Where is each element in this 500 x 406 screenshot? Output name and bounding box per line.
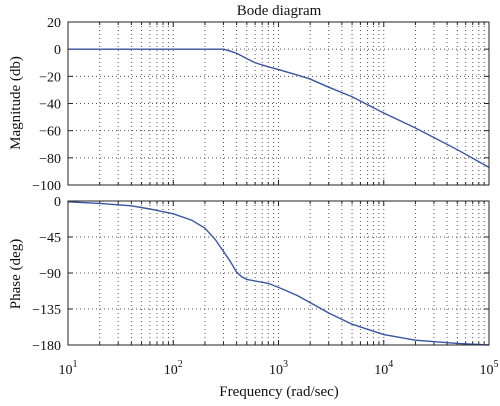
frequency-tick-labels: 101 102 103 104 105: [59, 359, 499, 378]
phase-ticks: 0 −45 −90 −135 −180: [32, 195, 489, 354]
magnitude-curve: [68, 48, 490, 168]
phase-curve: [67, 201, 490, 346]
phase-grid: [68, 201, 489, 345]
magnitude-grid: [68, 22, 489, 185]
y-tick-label: −180: [32, 339, 61, 354]
magnitude-panel: 20 0 −20 −40 −60 −80 −100: [32, 16, 490, 194]
chart-title: Bode diagram: [237, 3, 322, 19]
y-tick-label: 20: [47, 16, 61, 31]
x-tick-label: 101: [59, 359, 78, 378]
y-tick-label: −100: [32, 179, 61, 194]
y-tick-label: −40: [39, 98, 61, 113]
phase-panel: 0 −45 −90 −135 −180: [32, 195, 490, 354]
x-tick-label: 104: [374, 359, 393, 378]
x-tick-label: 105: [480, 359, 499, 378]
phase-axis-label: Phase (deg): [8, 239, 24, 309]
y-tick-label: −80: [39, 152, 61, 167]
y-tick-label: −90: [39, 267, 61, 282]
y-tick-label: 0: [54, 195, 61, 210]
phase-frame: [67, 200, 490, 346]
y-tick-label: −20: [39, 70, 61, 85]
frequency-axis-label: Frequency (rad/sec): [219, 384, 339, 400]
y-tick-label: 0: [54, 43, 61, 58]
magnitude-ticks: 20 0 −20 −40 −60 −80 −100: [32, 16, 489, 194]
y-tick-label: −60: [39, 125, 61, 140]
y-tick-label: −135: [32, 303, 61, 318]
x-tick-label: 103: [269, 359, 288, 378]
y-tick-label: −45: [39, 231, 61, 246]
magnitude-axis-label: Magnitude (db): [8, 56, 24, 150]
x-tick-label: 102: [164, 359, 183, 378]
magnitude-frame: [67, 21, 490, 186]
